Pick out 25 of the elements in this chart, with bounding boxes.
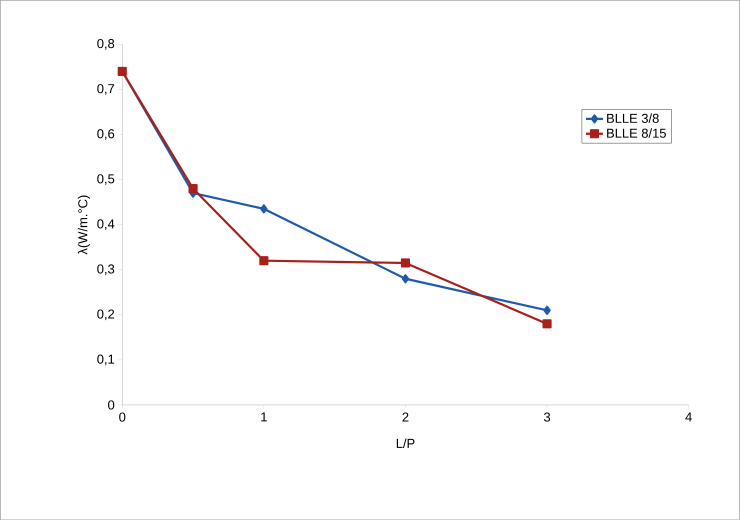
y-tick-label: 0,6 xyxy=(97,129,114,140)
point xyxy=(400,258,410,268)
point xyxy=(188,184,198,194)
legend-label: BLLE 8/15 xyxy=(607,128,666,138)
point xyxy=(542,319,552,328)
x-tick-label: 1 xyxy=(261,412,267,422)
point xyxy=(402,274,410,284)
x-tick-label: 0 xyxy=(119,412,126,422)
x-tick-label: 3 xyxy=(544,412,550,422)
y-tick-label: 0,2 xyxy=(97,309,114,320)
y-tick-label: 0,5 xyxy=(97,174,114,185)
y-tick-label: 0,7 xyxy=(97,84,114,95)
y-axis-title: λ(W/m.°C) xyxy=(78,195,90,254)
x-tick-label: 2 xyxy=(402,412,408,422)
y-tick-label: 0,3 xyxy=(97,264,114,275)
point xyxy=(543,306,551,315)
y-tick-label: 0,8 xyxy=(97,38,114,50)
legend-label: BLLE 3/8 xyxy=(607,113,659,123)
point xyxy=(260,204,268,214)
x-tick-label: 4 xyxy=(685,412,692,422)
y-tick-label: 0 xyxy=(108,400,114,410)
y-tick-label: 0,4 xyxy=(97,219,114,230)
x-axis-title: L/P xyxy=(396,438,414,448)
y-tick-label: 0,1 xyxy=(97,354,114,366)
point xyxy=(259,256,268,266)
